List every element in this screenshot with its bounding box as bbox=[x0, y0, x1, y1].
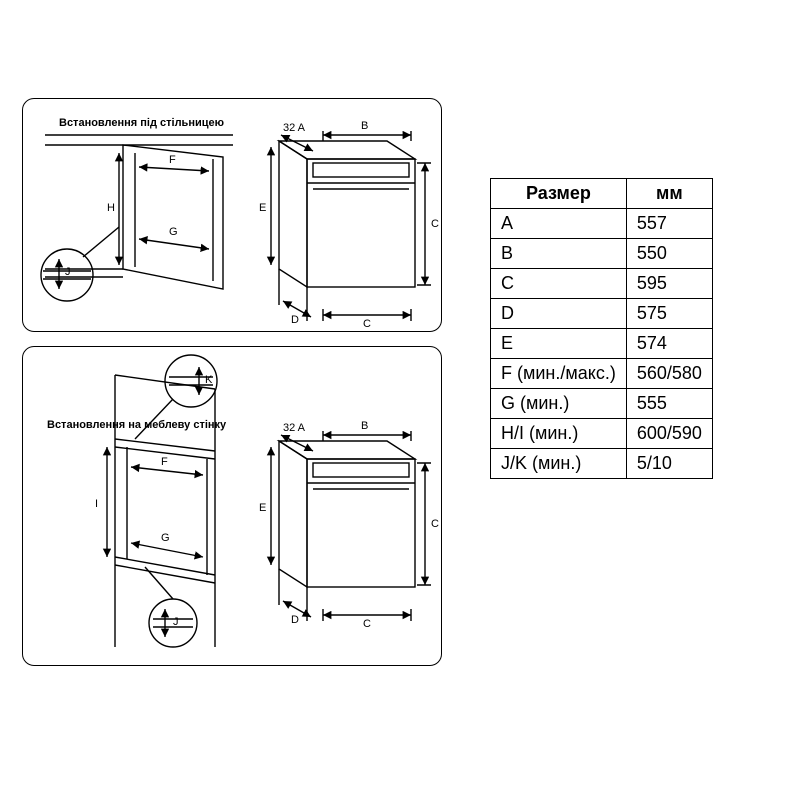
cell-value: 560/580 bbox=[626, 359, 712, 389]
cell-label: C bbox=[491, 269, 627, 299]
lbl-F2: F bbox=[161, 456, 168, 468]
cell-value: 5/10 bbox=[626, 449, 712, 479]
cell-value: 555 bbox=[626, 389, 712, 419]
table-row: J/K (мин.)5/10 bbox=[491, 449, 713, 479]
cell-label: J/K (мин.) bbox=[491, 449, 627, 479]
table-row: G (мин.)555 bbox=[491, 389, 713, 419]
lbl-Cb2: C bbox=[363, 618, 371, 630]
cell-label: D bbox=[491, 299, 627, 329]
dimensions-table: Размер мм A557B550C595D575E574F (мин./ма… bbox=[490, 178, 713, 479]
lbl-H: H bbox=[107, 202, 115, 214]
th-size: Размер bbox=[491, 179, 627, 209]
lbl-G: G bbox=[169, 226, 178, 238]
lbl-K: K bbox=[205, 374, 213, 386]
table-row: A557 bbox=[491, 209, 713, 239]
cell-label: B bbox=[491, 239, 627, 269]
lbl-32A2: 32 A bbox=[283, 422, 306, 434]
table-row: F (мин./макс.)560/580 bbox=[491, 359, 713, 389]
lbl-C: C bbox=[431, 218, 439, 230]
lbl-B: B bbox=[361, 120, 368, 132]
lbl-Cb: C bbox=[363, 318, 371, 330]
cell-label: F (мин./макс.) bbox=[491, 359, 627, 389]
table-row: E574 bbox=[491, 329, 713, 359]
lbl-C2: C bbox=[431, 518, 439, 530]
table-row: H/I (мин.)600/590 bbox=[491, 419, 713, 449]
lbl-E: E bbox=[259, 202, 266, 214]
cell-label: G (мин.) bbox=[491, 389, 627, 419]
cell-value: 574 bbox=[626, 329, 712, 359]
lbl-G2: G bbox=[161, 532, 170, 544]
cell-label: E bbox=[491, 329, 627, 359]
lbl-J: J bbox=[65, 266, 71, 278]
lbl-F: F bbox=[169, 154, 176, 166]
lbl-B2: B bbox=[361, 420, 368, 432]
cell-label: A bbox=[491, 209, 627, 239]
th-mm: мм bbox=[626, 179, 712, 209]
lbl-32A: 32 A bbox=[283, 122, 306, 134]
cell-value: 575 bbox=[626, 299, 712, 329]
lbl-E2: E bbox=[259, 502, 266, 514]
table-row: B550 bbox=[491, 239, 713, 269]
table-header-row: Размер мм bbox=[491, 179, 713, 209]
cell-label: H/I (мин.) bbox=[491, 419, 627, 449]
diagram-top-svg: F G H J 32 A B C E D C bbox=[23, 99, 441, 331]
table-row: D575 bbox=[491, 299, 713, 329]
lbl-D: D bbox=[291, 314, 299, 326]
cell-value: 600/590 bbox=[626, 419, 712, 449]
lbl-J2: J bbox=[173, 616, 179, 628]
panel-in-cabinet: Встановлення на меблеву стінку bbox=[22, 346, 442, 666]
lbl-I: I bbox=[95, 498, 98, 510]
page: Встановлення під стільницею bbox=[0, 0, 800, 800]
cell-value: 557 bbox=[626, 209, 712, 239]
panel-under-countertop: Встановлення під стільницею bbox=[22, 98, 442, 332]
table-row: C595 bbox=[491, 269, 713, 299]
cell-value: 550 bbox=[626, 239, 712, 269]
lbl-D2: D bbox=[291, 614, 299, 626]
diagram-bottom-svg: F G I K J 32 A B C E D C bbox=[23, 347, 441, 665]
cell-value: 595 bbox=[626, 269, 712, 299]
